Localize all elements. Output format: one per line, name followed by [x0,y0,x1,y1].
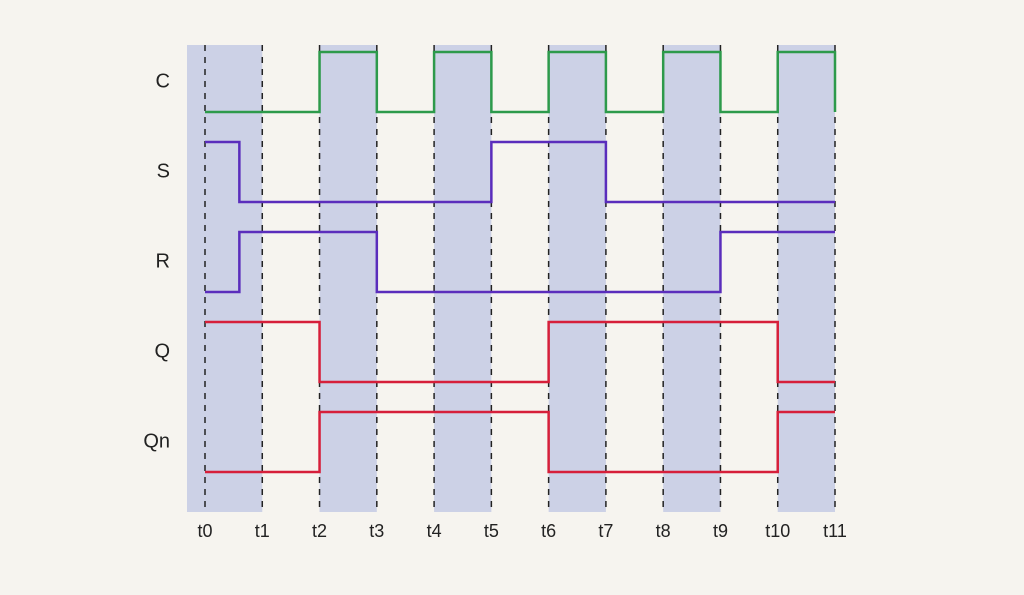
time-label: t3 [369,521,384,541]
signal-label-qn: Qn [143,430,170,452]
time-label: t10 [765,521,790,541]
timing-diagram: C S R Q Qn t0 t1 t2 t3 t4 t5 t6 t7 t8 t9 t10 t11 [0,0,1024,595]
time-labels: t0 t1 t2 t3 t4 t5 t6 t7 t8 t9 t10 t11 [197,521,846,541]
time-label: t8 [656,521,671,541]
shade-band [778,45,835,512]
waveform-q [205,322,835,382]
time-label: t4 [427,521,442,541]
time-label: t5 [484,521,499,541]
waveform-c [205,52,835,112]
shade-band [549,45,606,512]
signal-label-s: S [157,160,170,182]
shade-band [663,45,720,512]
shade-band [187,45,262,512]
signal-label-q: Q [154,340,170,362]
time-label: t0 [197,521,212,541]
waveform-r [205,232,835,292]
signal-label-r: R [156,250,170,272]
shade-band [320,45,377,512]
time-label: t1 [255,521,270,541]
gridlines [205,45,835,512]
signal-label-c: C [156,70,170,92]
time-label: t9 [713,521,728,541]
shade-band [434,45,491,512]
time-label: t11 [823,521,847,541]
time-label: t2 [312,521,327,541]
time-label: t7 [598,521,613,541]
waveform-s [205,142,835,202]
waveform-qn [205,412,835,472]
shaded-bands [187,45,835,512]
time-label: t6 [541,521,556,541]
